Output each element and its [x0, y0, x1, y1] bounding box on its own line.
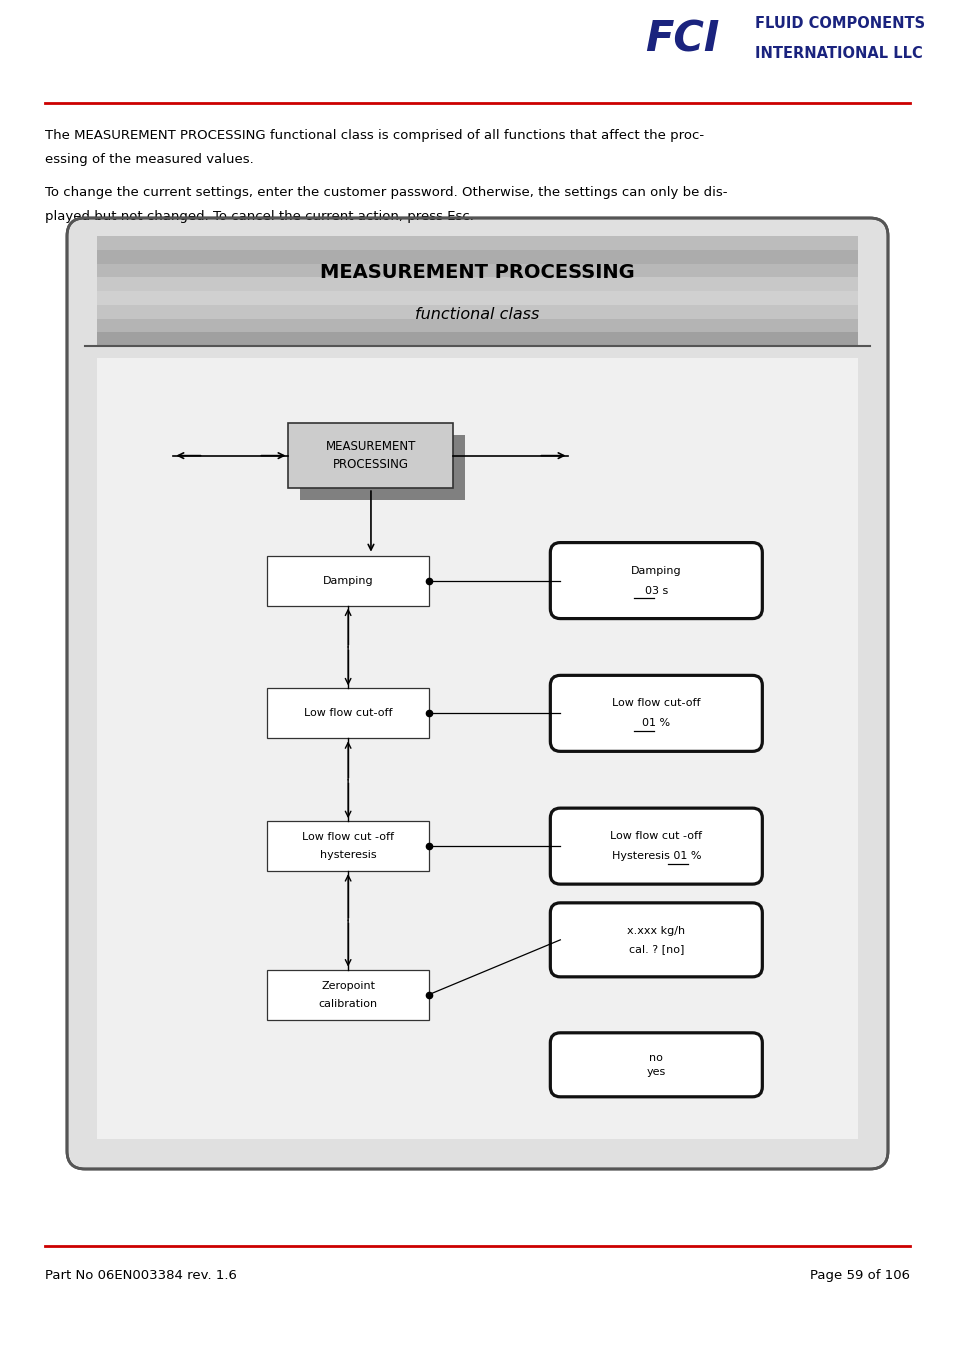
- Text: no: no: [649, 1052, 662, 1063]
- Bar: [267, 555, 429, 605]
- Bar: [97, 290, 857, 305]
- FancyBboxPatch shape: [67, 218, 887, 1169]
- Text: Damping: Damping: [630, 566, 681, 576]
- Text: 01 %: 01 %: [641, 719, 670, 728]
- Text: Zeropoint: Zeropoint: [321, 981, 375, 990]
- Text: x.xxx kg/h: x.xxx kg/h: [627, 925, 684, 936]
- Bar: [267, 821, 429, 871]
- Bar: [97, 277, 857, 290]
- Text: cal. ? [no]: cal. ? [no]: [628, 944, 683, 954]
- FancyBboxPatch shape: [550, 543, 761, 619]
- Text: hysteresis: hysteresis: [319, 850, 376, 861]
- Text: calibration: calibration: [318, 998, 377, 1008]
- Bar: [97, 332, 857, 346]
- Text: played but not changed. To cancel the current action, press Esc.: played but not changed. To cancel the cu…: [45, 209, 474, 223]
- Text: Damping: Damping: [322, 576, 373, 585]
- Text: yes: yes: [646, 1067, 665, 1077]
- Bar: [300, 435, 465, 500]
- Bar: [288, 423, 453, 488]
- FancyBboxPatch shape: [550, 1032, 761, 1097]
- Bar: [97, 250, 857, 263]
- Bar: [97, 319, 857, 332]
- Text: FCI: FCI: [644, 18, 719, 59]
- FancyBboxPatch shape: [550, 676, 761, 751]
- Text: The MEASUREMENT PROCESSING functional class is comprised of all functions that a: The MEASUREMENT PROCESSING functional cl…: [45, 128, 703, 142]
- Text: Low flow cut-off: Low flow cut-off: [612, 698, 700, 708]
- Bar: [97, 236, 857, 250]
- FancyBboxPatch shape: [550, 902, 761, 977]
- Text: To change the current settings, enter the customer password. Otherwise, the sett: To change the current settings, enter th…: [45, 186, 727, 199]
- Text: Hysteresis 01 %: Hysteresis 01 %: [611, 851, 700, 861]
- Text: FLUID COMPONENTS: FLUID COMPONENTS: [754, 16, 924, 31]
- Text: Low flow cut-off: Low flow cut-off: [304, 708, 392, 719]
- Bar: [97, 358, 857, 1139]
- Text: Part No 06EN003384 rev. 1.6: Part No 06EN003384 rev. 1.6: [45, 1269, 236, 1282]
- Bar: [267, 970, 429, 1020]
- Bar: [97, 305, 857, 319]
- Text: Low flow cut -off: Low flow cut -off: [302, 832, 394, 842]
- Text: essing of the measured values.: essing of the measured values.: [45, 153, 253, 166]
- Bar: [267, 689, 429, 739]
- Text: MEASUREMENT PROCESSING: MEASUREMENT PROCESSING: [320, 263, 634, 282]
- Text: Page 59 of 106: Page 59 of 106: [809, 1269, 909, 1282]
- FancyBboxPatch shape: [550, 808, 761, 884]
- Text: 03 s: 03 s: [644, 585, 667, 596]
- Text: INTERNATIONAL LLC: INTERNATIONAL LLC: [754, 46, 922, 62]
- Text: functional class: functional class: [415, 308, 539, 323]
- Bar: [97, 263, 857, 277]
- Text: PROCESSING: PROCESSING: [333, 458, 409, 471]
- Text: MEASUREMENT: MEASUREMENT: [325, 440, 416, 453]
- Text: Low flow cut -off: Low flow cut -off: [610, 831, 701, 842]
